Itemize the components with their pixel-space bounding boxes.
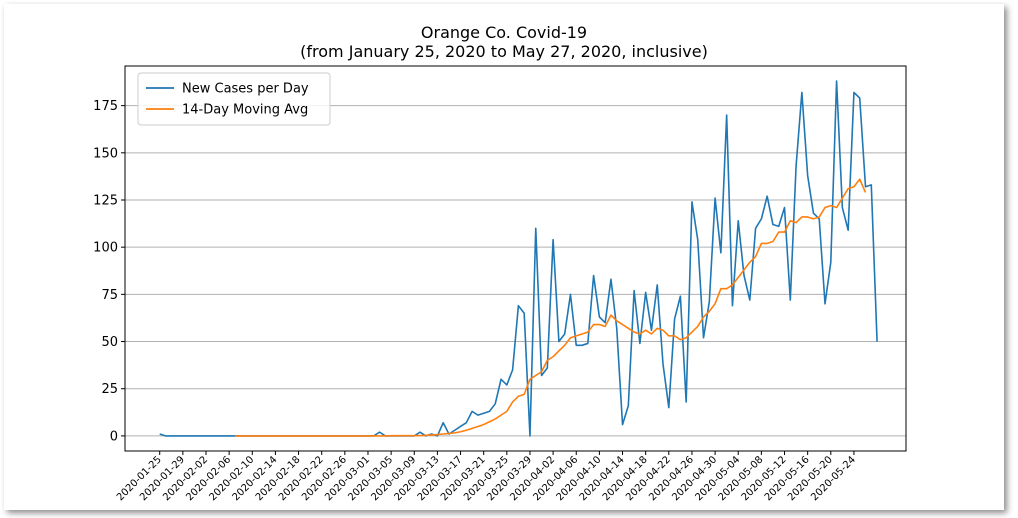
legend-label-1: New Cases per Day [182,82,309,97]
line-chart: Orange Co. Covid-19 (from January 25, 20… [93,23,907,503]
plot-area-border [124,65,907,452]
y-tick-label: 150 [93,146,118,161]
y-axis: 0 25 50 75 100 125 150 175 [93,99,125,444]
series-line-2 [234,178,867,437]
chart-title: Orange Co. Covid-19 [421,23,587,42]
figure-frame: Orange Co. Covid-19 (from January 25, 20… [4,4,1004,510]
y-tick-label: 50 [101,335,118,350]
chart-subtitle: (from January 25, 2020 to May 27, 2020, … [300,42,708,61]
y-tick-label: 125 [93,193,118,208]
series-layer [159,80,878,437]
y-tick-label: 75 [101,288,118,303]
series-line-1 [159,80,878,437]
legend: New Cases per Day 14-Day Moving Avg [137,72,331,126]
y-tick-label: 100 [93,241,118,256]
x-axis: 2020-01-252020-01-292020-02-022020-02-06… [115,451,858,503]
y-tick-label: 175 [93,99,118,114]
y-tick-label: 0 [110,429,118,444]
legend-box [137,72,331,126]
y-tick-label: 25 [101,382,118,397]
legend-label-2: 14-Day Moving Avg [182,103,308,118]
